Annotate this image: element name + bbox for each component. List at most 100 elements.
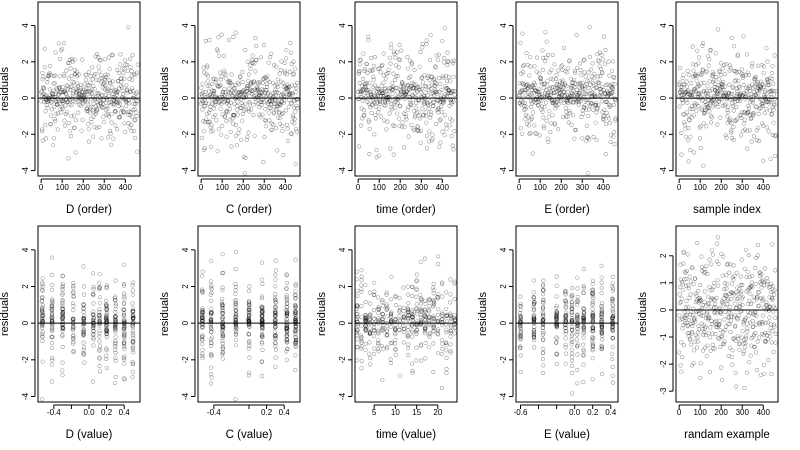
data-point — [715, 241, 720, 246]
data-point — [408, 95, 413, 100]
data-point — [60, 360, 65, 365]
data-point — [707, 370, 712, 375]
data-point — [438, 81, 443, 86]
data-point — [267, 98, 272, 103]
data-point — [420, 45, 425, 50]
data-point — [603, 99, 608, 104]
data-point — [708, 114, 713, 119]
data-point — [251, 80, 256, 85]
data-point — [727, 119, 732, 124]
data-point — [437, 118, 442, 123]
data-point — [689, 115, 694, 120]
data-point — [286, 104, 291, 109]
data-point — [533, 131, 538, 136]
data-point — [517, 94, 522, 99]
data-point — [723, 327, 728, 333]
data-point — [97, 331, 102, 336]
data-point — [570, 92, 575, 97]
data-point — [749, 94, 754, 99]
data-point — [218, 77, 223, 82]
data-point — [104, 318, 109, 323]
data-point — [105, 135, 111, 140]
data-point — [359, 315, 364, 320]
data-point — [755, 242, 761, 248]
data-point — [206, 89, 211, 94]
data-point — [81, 302, 86, 307]
data-point — [91, 316, 96, 321]
data-point — [71, 285, 76, 290]
data-point — [287, 69, 292, 74]
data-point — [442, 94, 447, 99]
data-point — [742, 117, 747, 122]
data-point — [702, 109, 707, 114]
data-point — [68, 84, 73, 89]
data-point — [550, 99, 555, 104]
data-point — [710, 73, 715, 78]
data-point — [589, 95, 594, 100]
data-point — [223, 90, 228, 95]
data-point — [273, 272, 278, 277]
data-point — [705, 104, 710, 109]
data-point — [741, 72, 746, 77]
data-point — [545, 53, 551, 58]
data-point — [734, 104, 739, 109]
data-point — [588, 103, 593, 108]
data-point — [54, 111, 59, 116]
data-point — [450, 89, 455, 94]
data-point — [247, 87, 252, 92]
data-point — [557, 86, 562, 91]
data-point — [688, 106, 693, 111]
data-point — [51, 143, 56, 148]
data-point — [756, 86, 761, 91]
data-point — [686, 138, 691, 143]
data-point — [241, 94, 246, 100]
data-point — [762, 266, 767, 271]
data-point — [40, 295, 45, 300]
data-point — [383, 98, 388, 103]
data-point — [271, 80, 276, 85]
data-point — [134, 110, 139, 115]
data-point — [395, 90, 400, 95]
data-point — [261, 43, 267, 48]
data-point — [233, 291, 238, 296]
data-point — [723, 309, 728, 314]
data-point — [388, 146, 393, 151]
data-point — [599, 263, 604, 268]
data-point — [367, 326, 372, 331]
data-point — [266, 101, 271, 106]
x-axis-label: C (value) — [226, 429, 273, 441]
y-tick-label: 2 — [338, 59, 347, 64]
data-point — [253, 100, 258, 105]
data-point — [733, 370, 738, 375]
x-tick-label: 400 — [279, 183, 293, 192]
data-point — [64, 83, 69, 88]
data-point — [60, 281, 65, 286]
data-point — [131, 324, 136, 330]
data-point — [708, 47, 713, 53]
data-point — [131, 316, 136, 321]
y-axis-label: residuals — [637, 291, 649, 336]
data-point — [40, 311, 45, 316]
data-point — [596, 58, 601, 63]
data-point — [97, 95, 103, 100]
data-point — [210, 82, 215, 87]
data-point — [766, 129, 771, 134]
data-point — [542, 81, 547, 86]
data-point — [223, 99, 228, 104]
data-point — [444, 126, 449, 131]
data-point — [125, 69, 130, 74]
data-point — [567, 108, 572, 113]
data-point — [764, 46, 769, 51]
data-point — [769, 88, 774, 93]
data-point — [83, 77, 89, 82]
data-point — [582, 86, 588, 91]
data-point — [610, 373, 615, 378]
data-point — [444, 348, 449, 353]
data-point — [359, 94, 364, 99]
data-point — [546, 90, 551, 95]
data-point — [396, 97, 401, 102]
data-point — [268, 105, 273, 111]
data-point — [278, 102, 283, 107]
data-point — [435, 312, 440, 317]
data-point — [566, 101, 571, 106]
